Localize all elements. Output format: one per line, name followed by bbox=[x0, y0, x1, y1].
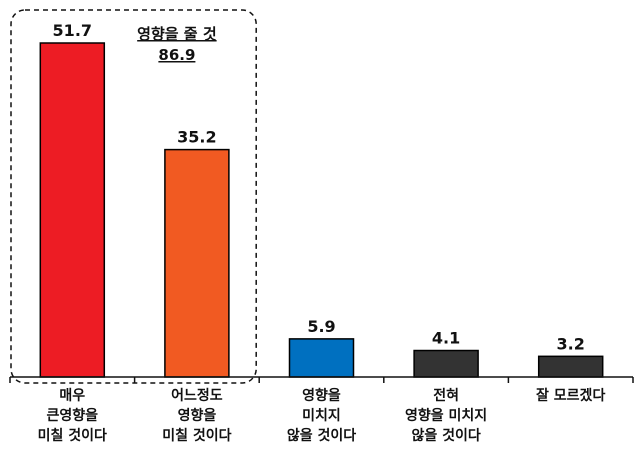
group-value: 86.9 bbox=[158, 46, 195, 64]
category-label-5-line-1: 잘 모르겠다 bbox=[536, 387, 605, 404]
category-label-2-line-3: 미칠 것이다 bbox=[162, 427, 231, 444]
bar-4 bbox=[413, 349, 479, 378]
category-label-1-line-2: 큰영향을 bbox=[47, 407, 99, 424]
group-box bbox=[10, 9, 257, 384]
category-label-1-line-1: 매우 bbox=[59, 388, 85, 404]
category-label-4-line-2: 영향을 미치지 bbox=[405, 407, 487, 424]
value-label-5: 3.2 bbox=[557, 334, 585, 353]
value-label-3: 5.9 bbox=[307, 317, 335, 336]
category-label-3-line-2: 미치지 bbox=[302, 408, 341, 424]
category-label-2-line-2: 영향을 bbox=[178, 407, 217, 424]
value-label-4: 4.1 bbox=[432, 329, 460, 348]
category-label-4-line-3: 않을 것이다 bbox=[411, 427, 480, 444]
bar-2 bbox=[164, 148, 230, 378]
value-label-1: 51.7 bbox=[53, 21, 92, 40]
category-label-3-line-3: 않을 것이다 bbox=[287, 427, 356, 444]
category-label-2-line-1: 어느정도 bbox=[171, 387, 223, 404]
bar-1 bbox=[39, 42, 106, 378]
category-label-3-line-1: 영향을 bbox=[302, 387, 341, 404]
bar-3 bbox=[288, 338, 355, 378]
bar-5 bbox=[537, 355, 604, 378]
group-label: 영향을 줄 것 bbox=[137, 25, 217, 43]
category-label-1-line-3: 미칠 것이다 bbox=[38, 427, 107, 444]
category-label-4-line-1: 전혀 bbox=[433, 387, 459, 404]
value-label-2: 35.2 bbox=[177, 128, 216, 147]
